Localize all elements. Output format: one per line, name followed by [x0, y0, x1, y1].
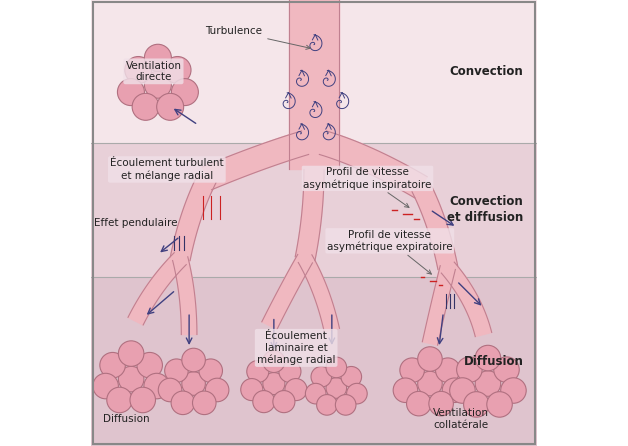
Circle shape	[487, 392, 512, 417]
Circle shape	[463, 392, 489, 417]
Text: Turbulence: Turbulence	[205, 26, 310, 50]
Polygon shape	[320, 131, 427, 198]
Circle shape	[181, 372, 205, 395]
Circle shape	[494, 357, 519, 382]
FancyBboxPatch shape	[91, 143, 537, 277]
Circle shape	[199, 359, 222, 383]
Circle shape	[475, 345, 501, 371]
Circle shape	[335, 395, 356, 415]
Circle shape	[436, 358, 460, 382]
Circle shape	[164, 57, 191, 83]
Circle shape	[144, 373, 170, 399]
Circle shape	[311, 367, 332, 387]
Circle shape	[107, 387, 133, 413]
Polygon shape	[262, 255, 313, 330]
Circle shape	[247, 360, 269, 383]
Circle shape	[193, 391, 216, 415]
Circle shape	[429, 392, 453, 416]
Text: Convection: Convection	[450, 65, 524, 78]
Text: Ventilation
directe: Ventilation directe	[126, 61, 181, 82]
Text: Ventilation
collatérale: Ventilation collatérale	[433, 409, 489, 430]
Circle shape	[144, 71, 171, 98]
Circle shape	[125, 57, 152, 83]
Circle shape	[475, 371, 501, 396]
Circle shape	[347, 384, 367, 404]
Polygon shape	[170, 174, 216, 260]
Text: Diffusion: Diffusion	[463, 355, 524, 368]
Circle shape	[393, 378, 418, 402]
Polygon shape	[128, 253, 187, 325]
Circle shape	[171, 391, 195, 415]
Circle shape	[117, 78, 144, 106]
Circle shape	[279, 360, 301, 383]
Circle shape	[253, 391, 275, 413]
Circle shape	[181, 348, 205, 372]
Circle shape	[241, 379, 263, 401]
Circle shape	[406, 392, 431, 416]
Polygon shape	[202, 131, 308, 190]
Circle shape	[137, 352, 163, 378]
Circle shape	[400, 358, 425, 382]
FancyBboxPatch shape	[91, 0, 537, 143]
Circle shape	[305, 384, 326, 404]
Polygon shape	[412, 183, 458, 269]
Polygon shape	[423, 266, 455, 345]
Text: Écoulement turbulent
et mélange radial: Écoulement turbulent et mélange radial	[110, 158, 224, 181]
Circle shape	[263, 351, 285, 372]
Polygon shape	[295, 169, 324, 260]
Circle shape	[171, 78, 198, 106]
Polygon shape	[298, 255, 340, 332]
Circle shape	[144, 44, 171, 71]
Circle shape	[450, 378, 475, 403]
Circle shape	[130, 387, 156, 413]
Circle shape	[273, 391, 295, 413]
Text: Profil de vitesse
asymétrique expiratoire: Profil de vitesse asymétrique expiratoir…	[327, 230, 453, 274]
Text: Convection
et diffusion: Convection et diffusion	[447, 195, 524, 224]
Text: Effet pendulaire: Effet pendulaire	[94, 218, 177, 228]
Text: Écoulement
laminaire et
mélange radial: Écoulement laminaire et mélange radial	[257, 331, 335, 365]
Polygon shape	[441, 262, 492, 337]
Text: Profil de vitesse
asymétrique inspiratoire: Profil de vitesse asymétrique inspiratoi…	[303, 167, 431, 207]
Circle shape	[418, 371, 442, 396]
Circle shape	[119, 341, 144, 366]
Circle shape	[119, 366, 144, 392]
Circle shape	[93, 373, 119, 399]
Circle shape	[100, 352, 126, 378]
Circle shape	[132, 93, 159, 120]
Circle shape	[457, 357, 482, 382]
Circle shape	[341, 367, 362, 387]
Circle shape	[418, 347, 442, 371]
Circle shape	[205, 378, 229, 402]
FancyBboxPatch shape	[91, 277, 537, 446]
Circle shape	[326, 357, 347, 378]
Circle shape	[317, 395, 337, 415]
Polygon shape	[290, 0, 338, 169]
Circle shape	[158, 378, 181, 402]
Circle shape	[263, 372, 285, 395]
Circle shape	[501, 378, 526, 403]
Circle shape	[326, 378, 347, 398]
Circle shape	[442, 378, 467, 402]
Text: Diffusion: Diffusion	[104, 414, 150, 424]
Circle shape	[285, 379, 307, 401]
Circle shape	[165, 359, 188, 383]
Circle shape	[156, 93, 183, 120]
Polygon shape	[173, 257, 197, 334]
